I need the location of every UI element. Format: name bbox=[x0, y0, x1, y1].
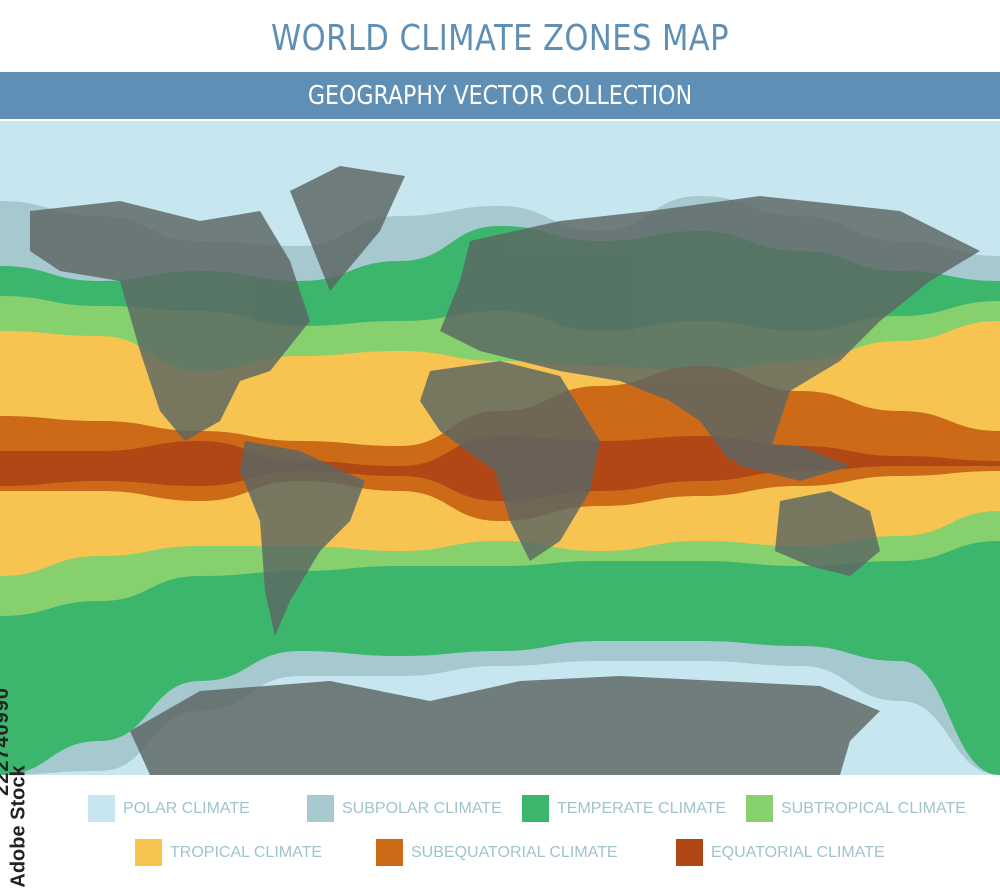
legend-swatch bbox=[135, 839, 162, 866]
legend-swatch bbox=[376, 839, 403, 866]
continent-greenland bbox=[290, 166, 405, 291]
legend-swatch bbox=[746, 795, 773, 822]
subtitle-banner: GEOGRAPHY VECTOR COLLECTION bbox=[0, 72, 1000, 119]
continent-antarctica bbox=[130, 676, 880, 775]
legend-item: TEMPERATE CLIMATE bbox=[522, 795, 726, 822]
watermark-brand: Adobe Stock bbox=[7, 765, 30, 888]
legend-label: SUBEQUATORIAL CLIMATE bbox=[411, 843, 618, 861]
page-subtitle: GEOGRAPHY VECTOR COLLECTION bbox=[307, 81, 693, 111]
legend-label: SUBPOLAR CLIMATE bbox=[342, 799, 502, 817]
legend-swatch bbox=[522, 795, 549, 822]
legend-swatch bbox=[307, 795, 334, 822]
legend-label: POLAR CLIMATE bbox=[123, 799, 250, 817]
legend-item: TROPICAL CLIMATE bbox=[135, 839, 322, 866]
continent-australia bbox=[775, 491, 880, 576]
legend-label: EQUATORIAL CLIMATE bbox=[711, 843, 885, 861]
continents bbox=[30, 166, 980, 775]
continent-south-america bbox=[240, 441, 365, 636]
continent-indonesia bbox=[720, 441, 850, 481]
legend-item: SUBEQUATORIAL CLIMATE bbox=[376, 839, 618, 866]
legend-item: SUBTROPICAL CLIMATE bbox=[746, 795, 966, 822]
continent-africa bbox=[420, 361, 600, 561]
legend-label: TEMPERATE CLIMATE bbox=[557, 799, 727, 817]
world-climate-map bbox=[0, 121, 1000, 775]
legend-label: SUBTROPICAL CLIMATE bbox=[781, 799, 966, 817]
legend-swatch bbox=[88, 795, 115, 822]
legend-item: EQUATORIAL CLIMATE bbox=[676, 839, 885, 866]
legend-item: POLAR CLIMATE bbox=[88, 795, 250, 822]
page-title: WORLD CLIMATE ZONES MAP bbox=[270, 18, 730, 59]
legend-swatch bbox=[676, 839, 703, 866]
continent-north-america bbox=[30, 201, 310, 441]
continent-eurasia bbox=[440, 196, 980, 461]
legend-item: SUBPOLAR CLIMATE bbox=[307, 795, 502, 822]
legend-label: TROPICAL CLIMATE bbox=[170, 843, 323, 861]
